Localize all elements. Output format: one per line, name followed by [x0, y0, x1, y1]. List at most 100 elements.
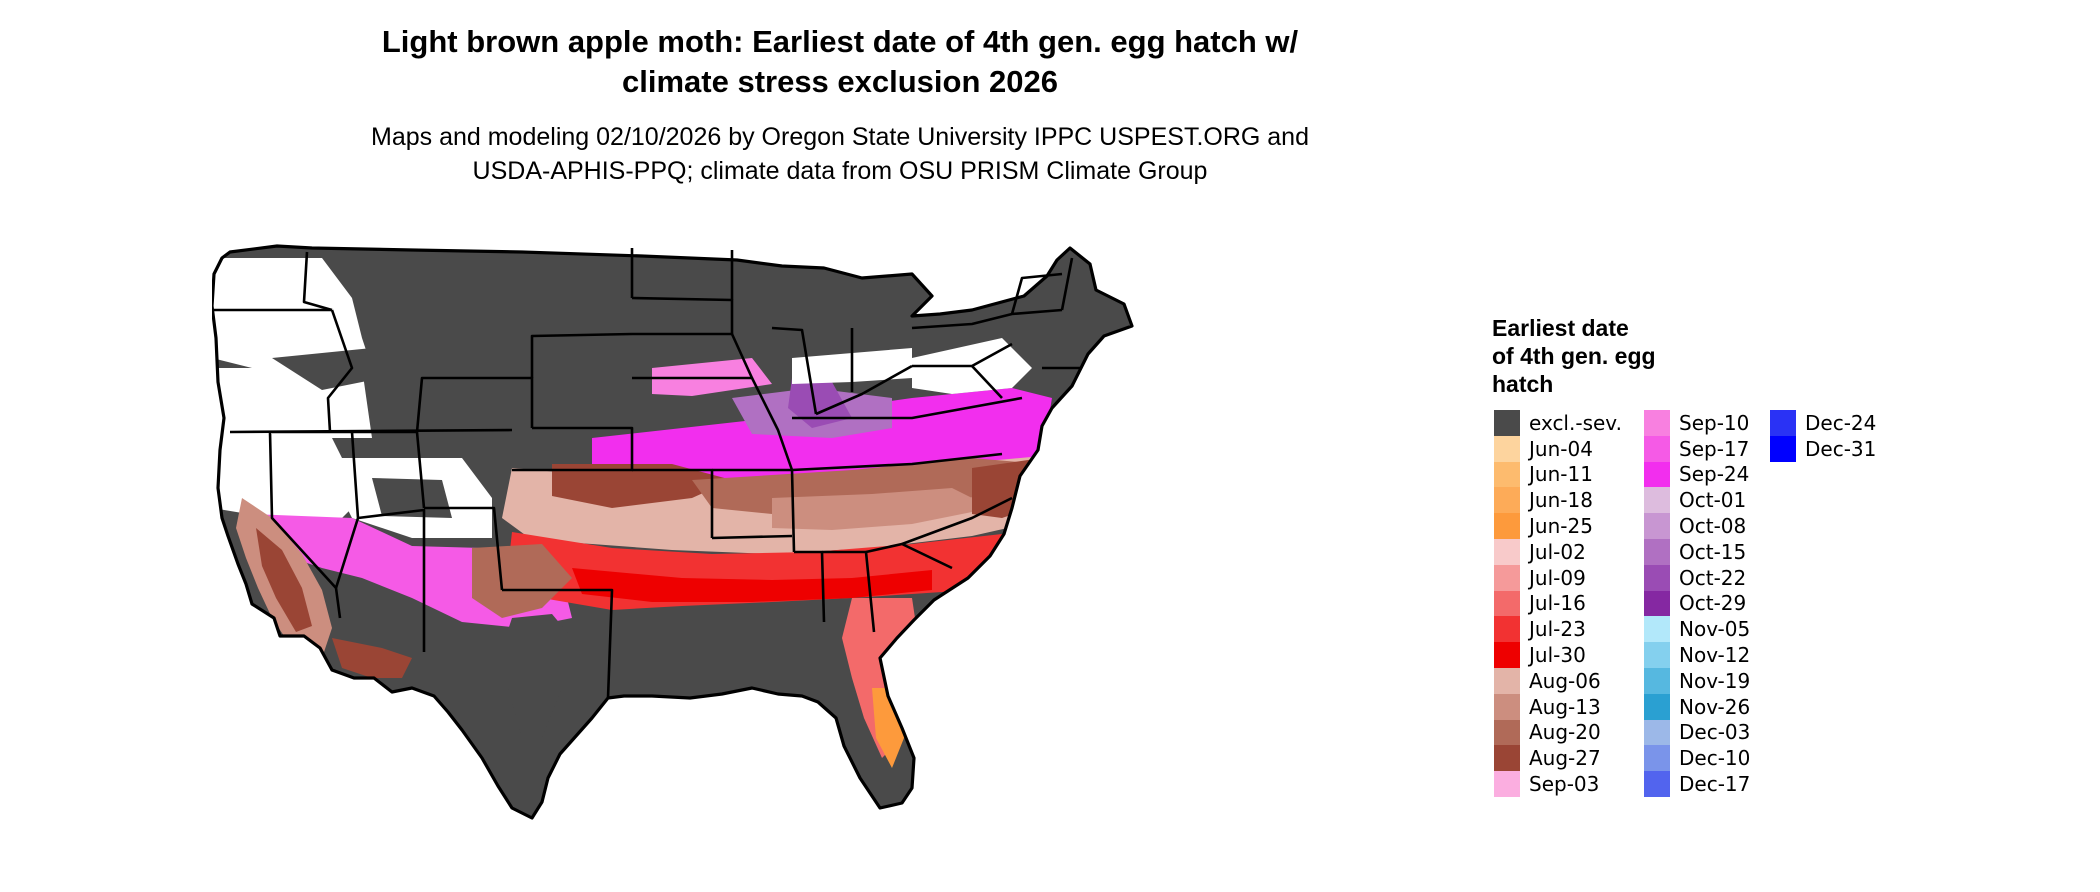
legend-column: Sep-10 Sep-17 Sep-24 Oct-01 Oct-08 Oct-15 Oct-…	[1644, 410, 1750, 797]
legend-title-line-3: hatch	[1492, 371, 1554, 397]
legend-swatch	[1644, 461, 1670, 488]
legend-label: Dec-03	[1679, 720, 1751, 745]
legend-swatch	[1494, 642, 1520, 668]
legend-item: Jun-18	[1494, 487, 1622, 514]
legend-swatch	[1770, 435, 1796, 462]
legend-swatch	[1644, 719, 1670, 746]
legend-swatch	[1644, 487, 1670, 514]
map-title-line-1: Light brown apple moth: Earliest date of…	[381, 24, 1299, 59]
legend-label: Dec-10	[1679, 746, 1751, 771]
legend-item: Dec-03	[1644, 719, 1751, 746]
deep-south-aug-13-zone	[772, 488, 992, 530]
legend-item: Jun-25	[1494, 513, 1622, 539]
legend-item: Jul-02	[1494, 538, 1622, 565]
legend-swatch	[1494, 719, 1520, 746]
legend-column: excl.-sev. Jun-04 Jun-11 Jun-18 Jun-25 Jul-02…	[1494, 410, 1622, 797]
legend-swatch	[1644, 590, 1670, 617]
legend-label: Nov-05	[1679, 617, 1751, 642]
legend-label: Sep-17	[1679, 436, 1750, 461]
legend-item: excl.-sev.	[1494, 410, 1622, 436]
legend-label: Oct-29	[1679, 591, 1747, 616]
legend-label: Dec-31	[1805, 436, 1877, 461]
legend-item: Nov-19	[1644, 667, 1751, 694]
legend-item: Dec-31	[1770, 435, 1877, 462]
legend-item: Dec-10	[1644, 745, 1751, 772]
legend-label: Jul-16	[1529, 591, 1586, 616]
legend-item: Aug-20	[1494, 719, 1622, 746]
legend-column: Dec-24 Dec-31	[1770, 410, 1876, 462]
legend-item: Dec-17	[1644, 771, 1750, 797]
legend-label: Oct-15	[1679, 539, 1747, 564]
legend-label: Oct-22	[1679, 565, 1747, 590]
west-texas-aug-20-zone	[472, 544, 572, 618]
legend-label: Sep-24	[1679, 462, 1750, 487]
legend-item: Oct-22	[1644, 564, 1750, 591]
legend-item: Jun-04	[1494, 435, 1622, 462]
legend-label: Sep-10	[1679, 410, 1750, 435]
legend-label: Dec-24	[1805, 410, 1877, 435]
legend-item: Oct-01	[1644, 487, 1750, 514]
legend-swatch	[1644, 538, 1670, 565]
legend-swatch	[1644, 693, 1670, 720]
map-title-line-2: climate stress exclusion 2026	[622, 64, 1058, 99]
legend-label: Aug-13	[1529, 694, 1601, 719]
legend-title-line-2: of 4th gen. egg	[1492, 343, 1656, 369]
legend-item: Jul-16	[1494, 590, 1622, 617]
legend-item: Dec-24	[1770, 410, 1876, 436]
legend-label: Jun-25	[1529, 514, 1593, 539]
us-egg-hatch-map	[212, 244, 1134, 820]
map-title: Light brown apple moth: Earliest date of…	[300, 22, 1380, 102]
legend-swatch	[1770, 410, 1796, 436]
legend-swatch	[1644, 435, 1670, 462]
south-texas-excluded-area	[502, 614, 572, 738]
legend-label: Aug-27	[1529, 746, 1601, 771]
legend-title: Earliest date of 4th gen. egg hatch	[1492, 314, 1712, 398]
legend-swatch	[1494, 693, 1520, 720]
legend-swatch	[1494, 410, 1520, 436]
legend-label: Aug-06	[1529, 668, 1601, 693]
legend-label: Oct-01	[1679, 488, 1747, 513]
oklahoma-aug-27-zone	[552, 464, 732, 508]
legend-label: Jun-04	[1529, 436, 1593, 461]
legend-item: Sep-17	[1644, 435, 1750, 462]
legend-swatch	[1494, 564, 1520, 591]
legend-item: Jul-23	[1494, 616, 1622, 643]
indiana-oct-22-zone	[788, 378, 852, 428]
northwest-unhatched-area	[212, 258, 372, 378]
legend-title-line-1: Earliest date	[1492, 315, 1629, 341]
legend-swatch	[1644, 642, 1670, 668]
legend-label: Nov-19	[1679, 668, 1751, 693]
legend-label: Nov-26	[1679, 694, 1751, 719]
legend-swatch	[1494, 745, 1520, 772]
legend-swatch	[1494, 435, 1520, 462]
socal-aug-27-zone	[332, 638, 412, 678]
legend-swatch	[1644, 616, 1670, 643]
legend-label: Jul-09	[1529, 565, 1586, 590]
legend-item: Nov-12	[1644, 642, 1750, 668]
legend-label: Jun-18	[1529, 488, 1593, 513]
legend-swatch	[1644, 564, 1670, 591]
legend-item: Oct-08	[1644, 513, 1750, 539]
legend-swatch	[1494, 461, 1520, 488]
legend-item: Jul-30	[1494, 642, 1622, 668]
state-lines	[214, 248, 1082, 699]
legend-label: Dec-17	[1679, 772, 1751, 797]
cascades-excluded-area	[272, 348, 382, 390]
legend-item: Oct-29	[1644, 590, 1750, 617]
legend-swatch	[1644, 745, 1670, 772]
legend-swatch	[1494, 538, 1520, 565]
map-subtitle-line-1: Maps and modeling 02/10/2026 by Oregon S…	[371, 123, 1309, 151]
legend-swatch	[1494, 667, 1520, 694]
legend-swatch	[1644, 771, 1670, 797]
legend-item: Sep-24	[1644, 461, 1750, 488]
legend-swatch	[1644, 667, 1670, 694]
map-subtitle: Maps and modeling 02/10/2026 by Oregon S…	[300, 120, 1380, 188]
legend-swatch	[1494, 513, 1520, 539]
legend-label: Jul-30	[1529, 643, 1586, 668]
legend-item: Aug-27	[1494, 745, 1622, 772]
carolinas-aug-27-zone	[972, 458, 1058, 518]
legend-item: Nov-05	[1644, 616, 1751, 643]
legend-swatch	[1494, 590, 1520, 617]
legend-label: Sep-03	[1529, 772, 1600, 797]
california-aug-27-zone	[256, 528, 312, 632]
